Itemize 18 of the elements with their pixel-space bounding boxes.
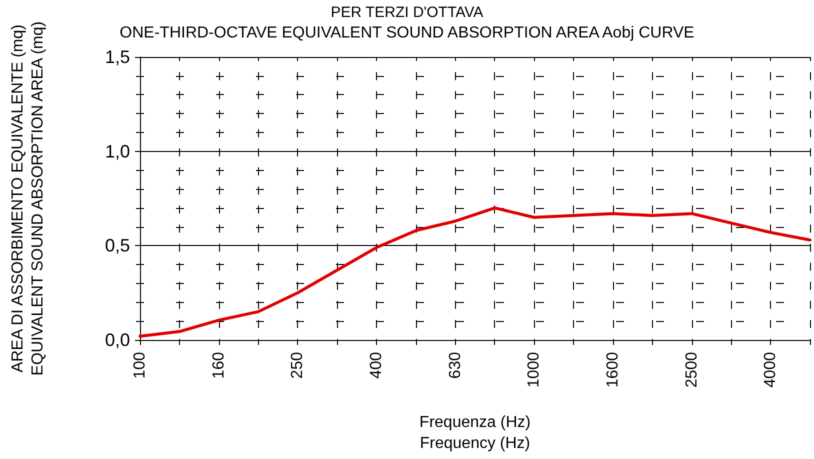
x-tick-label: 2500 — [683, 352, 700, 388]
x-tick-label: 250 — [289, 352, 306, 379]
x-tick-label: 4000 — [762, 352, 780, 388]
x-axis-title: Frequenza (Hz) Frequency (Hz) — [419, 414, 531, 452]
x-tick-label: 1600 — [604, 352, 622, 388]
y-tick-label: 1,5 — [104, 47, 130, 67]
chart-title: PER TERZI D'OTTAVA — [330, 4, 484, 21]
y-tick-label: 0,5 — [104, 236, 130, 256]
x-tick-label: 1000 — [526, 352, 543, 388]
y-axis-title: AREA DI ASSORBIMENTO EQUIVALENTE (mq) EQUIVALENT SOUND ABSORPTION AREA (mq) — [10, 21, 46, 376]
y-tick-label: 1,0 — [104, 141, 130, 162]
chart-subtitle: ONE-THIRD-OCTAVE EQUIVALENT SOUND ABSORPTION AREA Aobj CURVE — [120, 24, 694, 42]
x-tick-label: 160 — [210, 352, 228, 379]
y-tick-label: 0,0 — [104, 330, 130, 350]
x-tick-label: 400 — [368, 352, 385, 379]
line-series — [138, 206, 812, 338]
x-tick-label: 100 — [132, 352, 148, 379]
x-tick-label: 630 — [446, 352, 464, 379]
